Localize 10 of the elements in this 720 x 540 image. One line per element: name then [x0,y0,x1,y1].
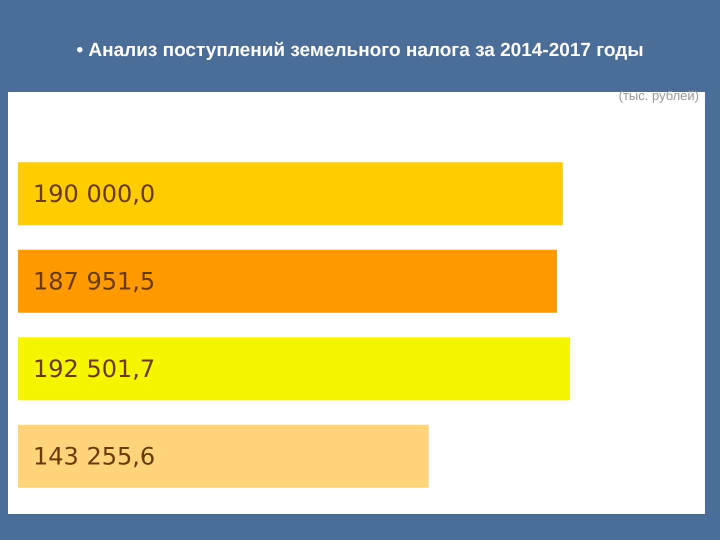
bar [18,162,563,226]
chart-title: • Анализ поступлений земельного налога за 2014-2017 годы [76,40,644,61]
bar [18,250,557,313]
bar [18,337,570,400]
data-label: 143 255,6 [33,442,156,470]
data-label: 190 000,0 [33,180,156,208]
data-label: 187 951,5 [33,267,156,296]
bar [18,424,429,488]
data-label: 192 501,7 [33,354,156,383]
text: (тыс. рублей) [618,88,700,103]
